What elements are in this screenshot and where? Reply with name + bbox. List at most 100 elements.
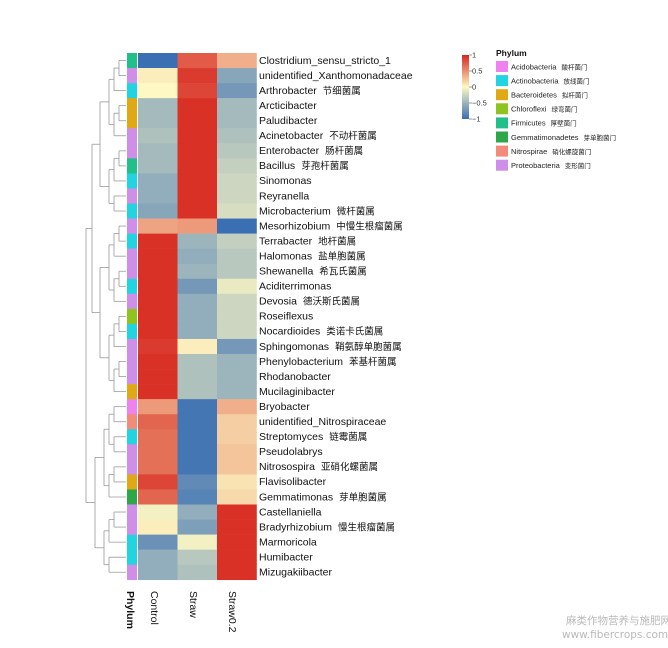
heatmap-cell (217, 323, 257, 340)
watermark-line-1: 麻类作物营养与施肥网 (566, 614, 668, 627)
heatmap-cell (177, 534, 218, 550)
heatmap-cell (177, 354, 218, 370)
heatmap-cell (177, 53, 218, 69)
phylum-swatch (127, 384, 137, 400)
row-label: Microbacterium 微杆菌属 (259, 205, 375, 217)
legend-item-cn: 厚壁菌门 (551, 119, 577, 128)
heatmap-cell (217, 564, 257, 581)
heatmap-cell (217, 354, 257, 370)
heatmap-cell (138, 128, 178, 144)
row-label: Bryobacter (259, 401, 310, 413)
row-label-cn: 中慢生根瘤菌属 (336, 220, 403, 232)
phylum-swatch (127, 519, 137, 535)
color-scale-legend: 1 0.5 0 −0.5 −1 (462, 51, 487, 124)
row-label: Enterobacter 肠杆菌属 (259, 145, 363, 157)
row-label: Clostridium_sensu_stricto_1 (259, 55, 391, 67)
heatmap-cell (138, 459, 178, 475)
heatmap-cell (217, 414, 257, 430)
heatmap-cell (138, 248, 178, 264)
phylum-swatch (127, 444, 137, 460)
heatmap-cell (138, 83, 178, 99)
heatmap-cell (217, 504, 257, 520)
row-label-cn: 肠杆菌属 (325, 145, 363, 157)
row-label: Shewanella 希瓦氏菌属 (259, 266, 367, 278)
legend-item-label: Gemmatimonadetes 芽单胞菌门 (511, 133, 616, 142)
legend-swatch (496, 131, 508, 143)
legend-item-cn: 芽单胞菌门 (584, 133, 617, 142)
legend-swatch (496, 61, 508, 72)
scale-tick-label: −0.5 (472, 99, 487, 108)
legend-swatch (496, 117, 508, 129)
row-label: Bacillus 芽孢杆菌属 (259, 160, 349, 172)
row-label-cn: 希瓦氏菌属 (319, 266, 367, 278)
column-label: Control (148, 591, 160, 625)
heatmap-cell (177, 323, 218, 340)
row-label-cn: 苯基杆菌属 (349, 356, 397, 368)
row-label-cn: 慢生根瘤菌属 (338, 521, 395, 533)
color-scale-bar (462, 55, 469, 119)
heatmap-cell (177, 564, 218, 581)
column-labels: Phylum Control Straw Straw0.2 (124, 591, 238, 633)
row-label: Nitrosospira 亚硝化螺菌属 (259, 461, 378, 473)
heatmap-cell (217, 128, 257, 144)
heatmap-cell (217, 534, 257, 550)
column-label: Straw (187, 591, 199, 618)
legend-item-label: Proteobacteria 变形菌门 (511, 161, 591, 170)
heatmap-cell (138, 384, 178, 400)
heatmap-cell (177, 143, 218, 159)
watermark-line-2: www.fibercrops.com (562, 629, 668, 641)
heatmap-cell (138, 53, 178, 69)
heatmap-cell (217, 188, 257, 204)
phylum-swatch (127, 278, 137, 295)
row-label: Nocardioides 类诺卡氏菌属 (259, 326, 383, 338)
heatmap-cell (177, 489, 218, 505)
phylum-swatch (127, 564, 137, 581)
heatmap-cell (177, 459, 218, 475)
row-label: Halomonas 盐单胞菌属 (259, 250, 366, 262)
heatmap-cell (177, 444, 218, 460)
heatmap-cell (177, 98, 218, 114)
heatmap-cell (138, 474, 178, 490)
legend-item-label: Actinobacteria 放线菌门 (511, 76, 590, 85)
phylum-swatch (127, 549, 137, 565)
heatmap-cell (138, 173, 178, 189)
phylum-swatch (127, 68, 137, 84)
row-label: Streptomyces 链霉菌属 (259, 431, 367, 443)
phylum-swatch (127, 248, 137, 264)
legend-swatch (496, 75, 508, 87)
phylum-swatch (127, 489, 137, 505)
scale-tick-label: 0 (472, 83, 476, 92)
phylum-swatch (127, 203, 137, 219)
row-label: Arcticibacter (259, 100, 317, 112)
heatmap-cell (217, 369, 257, 385)
phylum-swatch (127, 263, 137, 280)
row-label: Arthrobacter 节细菌属 (259, 85, 361, 97)
heatmap-cell (138, 263, 178, 280)
heatmap-cell (177, 474, 218, 490)
heatmap-cell (177, 263, 218, 280)
row-label-cn: 地杆菌属 (318, 235, 356, 247)
heatmap-cell (217, 444, 257, 460)
heatmap-cell (138, 399, 178, 415)
heatmap-cell (217, 384, 257, 400)
heatmap-cell (217, 53, 257, 69)
row-dendrogram (85, 60, 126, 573)
row-label: Mesorhizobium 中慢生根瘤菌属 (259, 220, 403, 232)
heatmap-cell (138, 534, 178, 550)
row-label-cn: 类诺卡氏菌属 (326, 326, 383, 338)
heatmap-cell (177, 248, 218, 264)
heatmap-cell (217, 83, 257, 99)
heatmap-cell (138, 429, 178, 445)
legend-item-cn: 硝化螺旋菌门 (552, 147, 591, 156)
heatmap-cell (138, 489, 178, 505)
heatmap-cell (217, 474, 257, 490)
heatmap-cell (217, 173, 257, 189)
heatmap-cell (138, 354, 178, 370)
heatmap-cell (217, 278, 257, 295)
row-label: Gemmatimonas 芽单胞菌属 (259, 491, 387, 503)
heatmap-cell (138, 113, 178, 129)
heatmap-cell (177, 369, 218, 385)
watermark: 麻类作物营养与施肥网 www.fibercrops.com (562, 614, 668, 641)
scale-tick-label: 1 (472, 51, 476, 60)
